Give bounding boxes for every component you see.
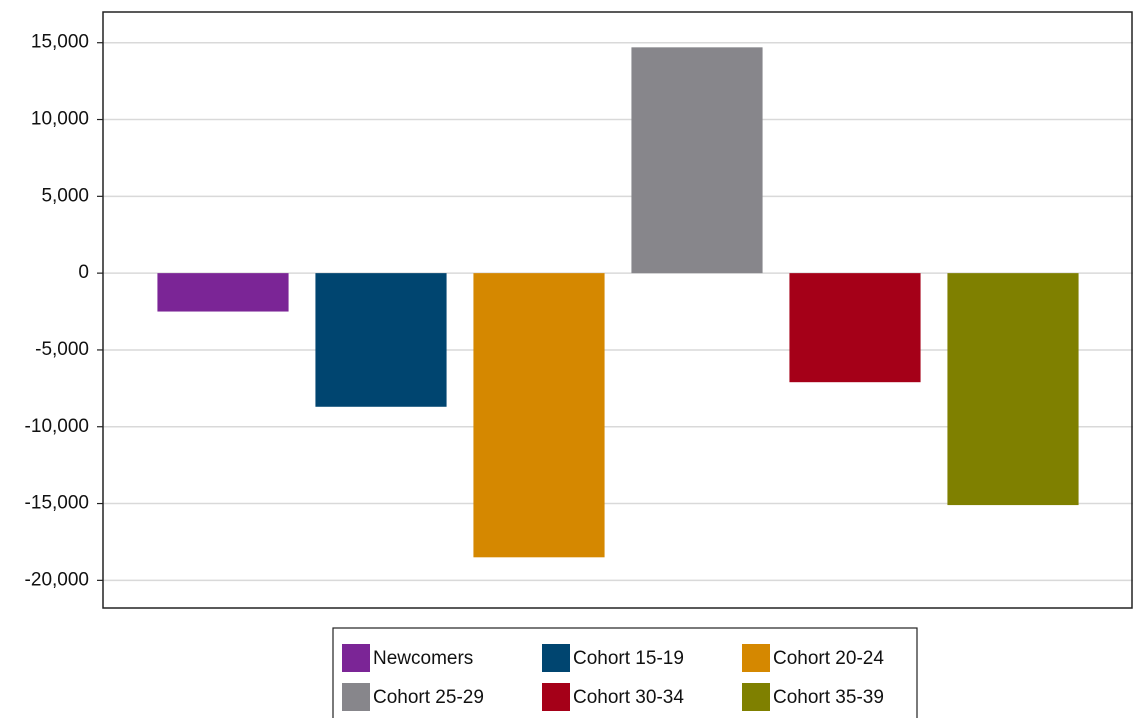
legend-swatch xyxy=(342,644,370,672)
bar xyxy=(947,273,1079,506)
legend-box xyxy=(332,627,918,718)
y-tick-label: -20,000 xyxy=(25,569,89,590)
legend-label: Cohort 25-29 xyxy=(373,687,484,708)
y-tick-label: 5,000 xyxy=(41,185,89,206)
legend-swatch xyxy=(742,644,770,672)
legend-swatch xyxy=(742,683,770,711)
bar xyxy=(789,273,921,383)
y-tick-label: 15,000 xyxy=(31,32,89,53)
y-tick-label: 10,000 xyxy=(31,109,89,130)
y-tick-label: 0 xyxy=(78,262,89,283)
y-tick-label: -10,000 xyxy=(25,416,89,437)
legend-label: Cohort 35-39 xyxy=(773,687,884,708)
legend-label: Cohort 15-19 xyxy=(573,648,684,669)
bar xyxy=(157,273,289,312)
legend-swatch xyxy=(542,683,570,711)
legend-label: Newcomers xyxy=(373,648,473,669)
bar xyxy=(473,273,605,558)
legend-swatch xyxy=(542,644,570,672)
bar xyxy=(631,47,763,274)
y-tick-label: -15,000 xyxy=(25,493,89,514)
y-tick-label: -5,000 xyxy=(35,339,89,360)
plot-frame xyxy=(102,11,1133,609)
legend-label: Cohort 30-34 xyxy=(573,687,684,708)
legend-label: Cohort 20-24 xyxy=(773,648,884,669)
legend-swatch xyxy=(342,683,370,711)
bar xyxy=(315,273,447,407)
